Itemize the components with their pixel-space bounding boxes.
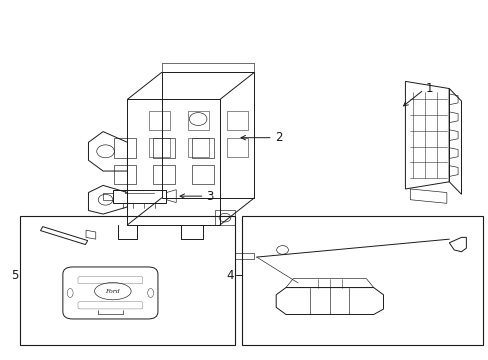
Text: 4: 4 [226, 269, 233, 282]
Bar [20, 216, 234, 345]
Text: 2: 2 [274, 131, 282, 144]
Text: 3: 3 [206, 190, 213, 203]
Text: 5: 5 [11, 269, 19, 282]
Text: 1: 1 [425, 82, 432, 95]
Text: Ford: Ford [105, 289, 120, 294]
Bar [242, 216, 483, 345]
